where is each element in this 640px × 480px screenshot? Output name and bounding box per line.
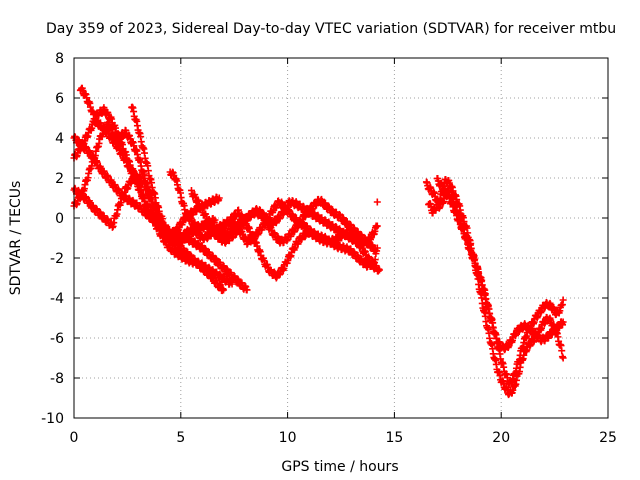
y-tick-label: 0 — [55, 211, 64, 227]
chart-title: Day 359 of 2023, Sidereal Day-to-day VTE… — [46, 21, 616, 37]
data-point-arc-2 — [243, 286, 251, 294]
data-point-arc-11 — [559, 318, 567, 326]
x-tick-label: 15 — [385, 430, 403, 446]
y-tick-label: -6 — [50, 331, 64, 347]
y-axis-label: SDTVAR / TECUs — [8, 181, 24, 296]
data-point-arc-12 — [559, 354, 567, 362]
y-tick-label: -2 — [50, 251, 64, 267]
y-tick-label: -10 — [41, 411, 64, 427]
x-tick-label: 10 — [279, 430, 297, 446]
data-point-arc-5 — [215, 194, 223, 202]
data-point-arc-9 — [375, 266, 383, 274]
data-point-arc-10 — [373, 198, 381, 206]
x-tick-label: 20 — [492, 430, 510, 446]
y-tick-label: 6 — [55, 91, 64, 107]
data-point-arc-1 — [220, 286, 228, 294]
x-tick-label: 25 — [599, 430, 617, 446]
x-axis-label: GPS time / hours — [281, 459, 398, 475]
y-tick-label: 8 — [55, 51, 64, 67]
data-point-arc-13 — [559, 296, 567, 304]
data-point-arc-4 — [211, 216, 219, 224]
y-tick-label: 2 — [55, 171, 64, 187]
data-points — [70, 84, 567, 399]
axis-ticks: 0 5 10 15 20 25 -10 -8 -6 -4 -2 0 2 4 6 8 — [41, 51, 617, 446]
y-tick-label: -4 — [50, 291, 64, 307]
data-point-arc-12 — [558, 347, 566, 355]
plot-frame — [73, 57, 609, 419]
data-point-arc-8 — [371, 246, 379, 254]
data-point-arc-7 — [373, 222, 381, 230]
y-tick-label: -8 — [50, 371, 64, 387]
grid — [74, 58, 608, 418]
y-tick-label: 4 — [55, 131, 64, 147]
data-point-arc-3 — [228, 280, 236, 288]
x-tick-label: 5 — [176, 430, 185, 446]
x-tick-label: 0 — [70, 430, 79, 446]
